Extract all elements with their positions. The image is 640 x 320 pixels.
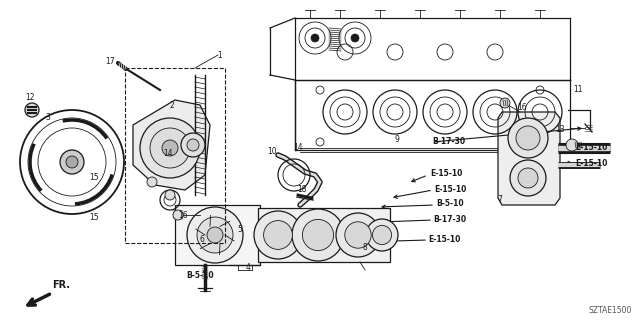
Circle shape [187,207,243,263]
Text: 9: 9 [395,135,399,145]
Circle shape [197,217,233,253]
Circle shape [372,225,392,244]
Text: 16: 16 [517,102,527,111]
Text: E-15-10: E-15-10 [575,158,607,167]
Text: 15: 15 [89,213,99,222]
Circle shape [351,34,359,42]
Text: 14: 14 [293,143,303,153]
Circle shape [302,220,333,251]
Circle shape [207,227,223,243]
Circle shape [508,118,548,158]
Circle shape [516,126,540,150]
Circle shape [336,213,380,257]
Text: 5: 5 [237,226,243,235]
Circle shape [566,139,578,151]
Circle shape [254,211,302,259]
Circle shape [264,220,292,249]
Text: B-5-10: B-5-10 [186,271,214,281]
Polygon shape [498,112,560,205]
Text: 1: 1 [218,51,222,60]
Circle shape [140,118,200,178]
Circle shape [165,190,175,200]
Text: E-15-10: E-15-10 [575,143,607,153]
Text: 6: 6 [200,236,204,244]
Polygon shape [175,205,260,265]
Circle shape [181,133,205,157]
Text: B-5-10: B-5-10 [436,199,463,209]
Circle shape [510,160,546,196]
Circle shape [187,139,199,151]
Circle shape [147,177,157,187]
Text: 2: 2 [170,100,174,109]
Text: 13: 13 [555,125,565,134]
Text: SZTAE1500: SZTAE1500 [589,306,632,315]
Bar [125,68,225,243]
Circle shape [25,103,39,117]
Circle shape [311,34,319,42]
Text: E-15-10: E-15-10 [434,185,467,194]
Circle shape [60,150,84,174]
Text: 12: 12 [25,92,35,101]
Text: 3: 3 [45,114,51,123]
Circle shape [173,210,183,220]
Text: 18: 18 [297,186,307,195]
Circle shape [345,222,371,248]
Text: 14: 14 [163,148,173,157]
Text: E-15-10: E-15-10 [430,170,462,179]
Text: 15: 15 [89,173,99,182]
Circle shape [162,140,178,156]
Circle shape [518,168,538,188]
Text: 10: 10 [267,148,277,156]
Polygon shape [258,208,390,262]
Circle shape [150,128,190,168]
Text: 17: 17 [105,58,115,67]
Circle shape [500,98,510,108]
Text: 11: 11 [573,85,583,94]
Text: FR.: FR. [52,280,70,290]
Text: 4: 4 [246,262,250,271]
Text: B-17-30: B-17-30 [432,137,465,146]
Circle shape [292,209,344,261]
Circle shape [366,219,398,251]
Text: B-17-30: B-17-30 [433,214,466,223]
Text: 8: 8 [363,244,367,252]
Circle shape [66,156,78,168]
Text: 16: 16 [178,211,188,220]
Text: 7: 7 [497,196,502,204]
Text: E-15-10: E-15-10 [428,235,460,244]
Polygon shape [133,100,210,190]
